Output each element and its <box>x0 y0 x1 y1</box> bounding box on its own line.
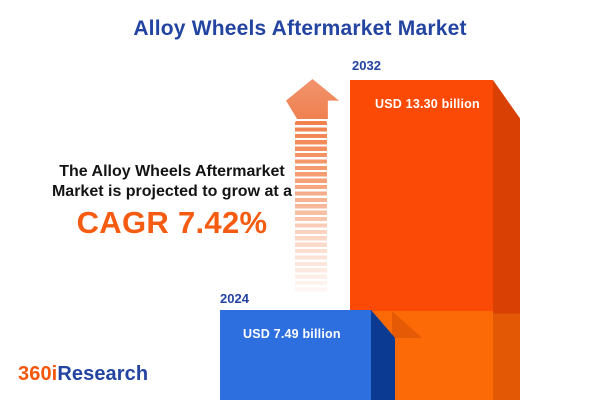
bar-2024-front-face <box>220 310 371 400</box>
page-title: Alloy Wheels Aftermarket Market <box>133 17 467 40</box>
cagr-value: CAGR 7.42% <box>76 205 268 240</box>
year-label-2032: 2032 <box>352 58 381 73</box>
insight-line-2: Market is projected to grow at a <box>51 183 293 200</box>
growth-arrow-stripes <box>295 121 327 293</box>
bar-2032-side-face <box>493 80 520 400</box>
brand-logo-suffix: Research <box>57 363 149 385</box>
growth-arrow-icon <box>286 79 339 119</box>
value-label-2032: USD 13.30 billion <box>375 97 480 111</box>
brand-logo: 360iResearch <box>18 363 148 386</box>
value-label-2024: USD 7.49 billion <box>243 327 341 341</box>
brand-logo-prefix: 360i <box>18 363 58 385</box>
insight-line-1: The Alloy Wheels Aftermarket <box>59 163 285 180</box>
insight-text-block: The Alloy Wheels Aftermarket Market is p… <box>22 162 322 241</box>
year-label-2024: 2024 <box>220 291 249 306</box>
